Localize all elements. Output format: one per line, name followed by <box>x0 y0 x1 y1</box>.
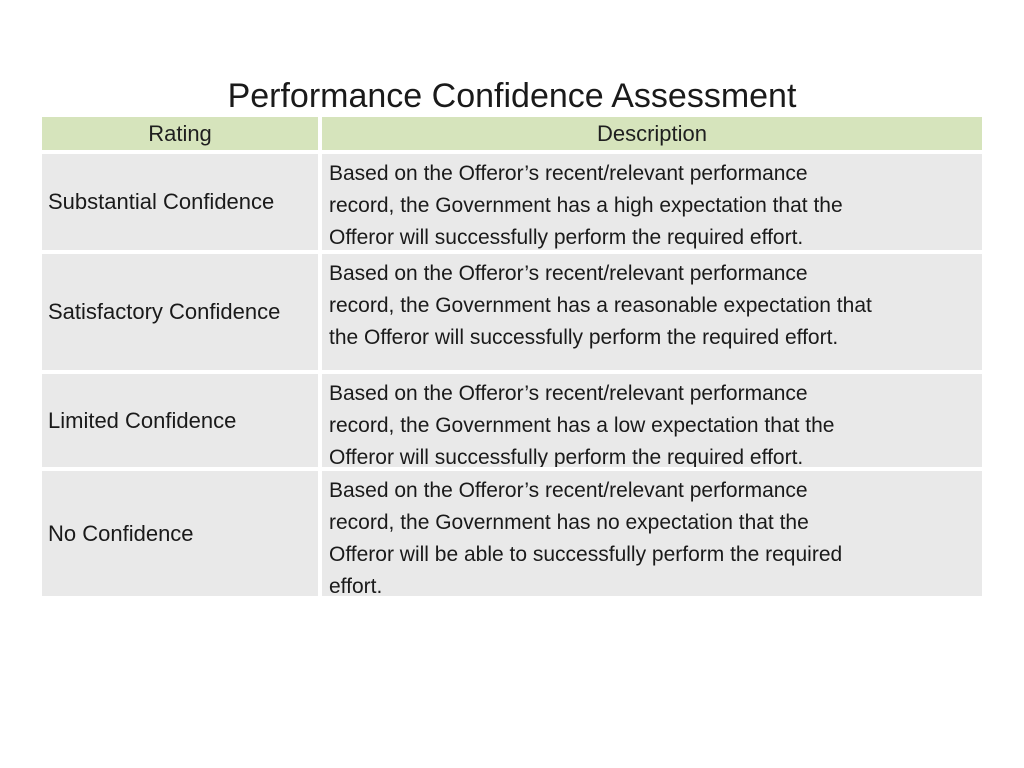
table-row-satisfactory-rating: Satisfactory Confidence <box>42 254 318 370</box>
table-row-limited-description: Based on the Offeror’s recent/relevant p… <box>322 374 982 467</box>
table-row-substantial-description: Based on the Offeror’s recent/relevant p… <box>322 154 982 250</box>
table-header-description: Description <box>322 117 982 150</box>
table-row-satisfactory-description: Based on the Offeror’s recent/relevant p… <box>322 254 982 370</box>
table-row-limited-rating: Limited Confidence <box>42 374 318 467</box>
table-row-no-confidence-rating: No Confidence <box>42 471 318 596</box>
table-row-substantial-rating: Substantial Confidence <box>42 154 318 250</box>
page-title: Performance Confidence Assessment <box>227 77 797 115</box>
confidence-rating-table: Rating Description Substantial Confidenc… <box>42 117 982 596</box>
table-header-rating: Rating <box>42 117 318 150</box>
table-row-no-confidence-description: Based on the Offeror’s recent/relevant p… <box>322 471 982 596</box>
